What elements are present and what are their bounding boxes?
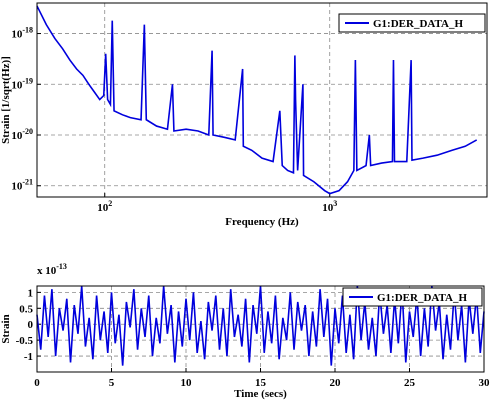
x-tick-label-exponent: 2 [108,199,112,208]
x-tick-label: 103 [322,199,337,214]
y-tick-label: 0.5 [19,303,33,315]
y-tick-label-base: 10 [11,29,23,41]
plot-frame [36,285,485,373]
y-tick-label: 10-21 [11,178,33,193]
y-tick-label: -0.5 [16,335,34,347]
x-tick-label: 20 [330,377,342,389]
x-tick-label: 10 [181,377,193,389]
legend-box [338,13,486,33]
y-tick-label-base: 10 [11,130,23,142]
legend-label: G1:DER_DATA_H [373,18,463,30]
data-line [36,5,478,195]
x-tick-label: 25 [404,377,416,389]
y-tick-label-exponent: -20 [22,127,33,136]
y-tick-label-exponent: -19 [22,76,33,85]
x-tick-label: 5 [109,377,115,389]
y-tick-label-base: 10 [11,79,23,91]
legend-box [342,287,483,307]
y-multiplier: x 10-13 [37,262,67,277]
y-tick-label-base: 10 [11,181,23,193]
x-tick-label-base: 10 [97,202,109,214]
x-tick-label: 102 [97,199,112,214]
legend-label: G1:DER_DATA_H [377,292,467,304]
x-axis-label: Time (secs) [234,388,287,400]
x-axis-label: Frequency (Hz) [225,216,299,228]
y-multiplier-base: x 10 [37,265,57,277]
x-tick-label: 30 [479,377,491,389]
y-axis-label: Strain [0,314,12,343]
y-axis-label: Strain [1/sqrt(Hz)] [0,56,12,144]
plot-frame [36,2,488,198]
x-tick-label: 0 [34,377,40,389]
y-tick-label: -1 [24,351,33,363]
y-multiplier-exponent: -13 [56,262,67,271]
y-tick-label: 10-18 [11,26,33,41]
y-tick-label-exponent: -18 [22,26,33,35]
x-tick-label-base: 10 [322,202,334,214]
y-tick-label: 10-19 [11,76,33,91]
y-tick-label-exponent: -21 [22,178,33,187]
y-tick-label: 0 [28,319,34,331]
y-tick-label: 1 [28,287,34,299]
x-tick-label: 15 [255,377,267,389]
y-tick-label: 10-20 [11,127,33,142]
x-tick-label-exponent: 3 [333,199,337,208]
